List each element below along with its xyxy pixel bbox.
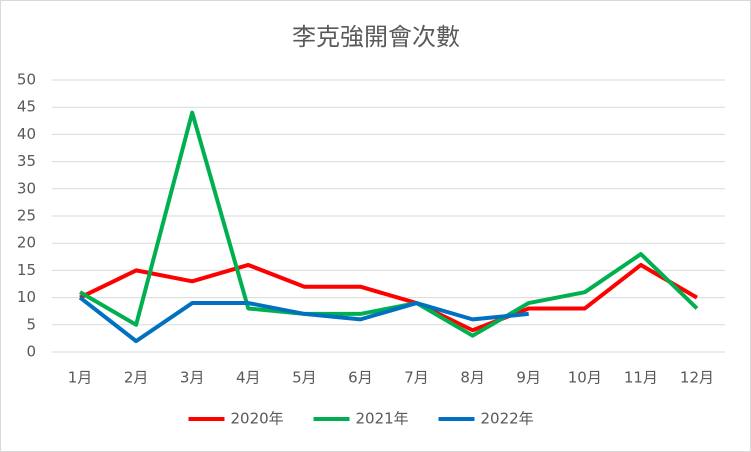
series-line	[79, 262, 698, 333]
x-tick-label: 11月	[624, 369, 658, 387]
chart-title: 李克強開會次數	[292, 23, 460, 51]
x-tick-label: 3月	[180, 369, 205, 387]
y-tick-label: 50	[17, 71, 36, 89]
x-tick-label: 7月	[404, 369, 429, 387]
y-tick-label: 30	[17, 179, 36, 197]
x-tick-label: 10月	[568, 369, 602, 387]
x-tick-label: 5月	[292, 369, 317, 387]
x-tick-label: 12月	[680, 369, 714, 387]
y-tick-label: 35	[17, 152, 36, 170]
x-tick-label: 4月	[236, 369, 261, 387]
x-tick-label: 2月	[124, 369, 149, 387]
y-tick-label: 15	[17, 261, 36, 279]
y-tick-label: 5	[26, 315, 36, 333]
legend-label: 2022年	[481, 410, 534, 428]
legend-label: 2020年	[231, 410, 284, 428]
legend-label: 2021年	[356, 410, 409, 428]
series-line	[79, 110, 699, 338]
y-tick-label: 10	[17, 288, 36, 306]
x-tick-label: 1月	[68, 369, 93, 387]
y-tick-label: 0	[26, 343, 36, 361]
y-tick-label: 40	[17, 125, 36, 143]
y-tick-label: 20	[17, 234, 36, 252]
y-tick-label: 25	[17, 207, 36, 225]
x-tick-label: 6月	[348, 369, 373, 387]
y-tick-label: 45	[17, 98, 36, 116]
series-line	[78, 296, 529, 344]
x-tick-label: 8月	[460, 369, 485, 387]
x-tick-label: 9月	[516, 369, 541, 387]
